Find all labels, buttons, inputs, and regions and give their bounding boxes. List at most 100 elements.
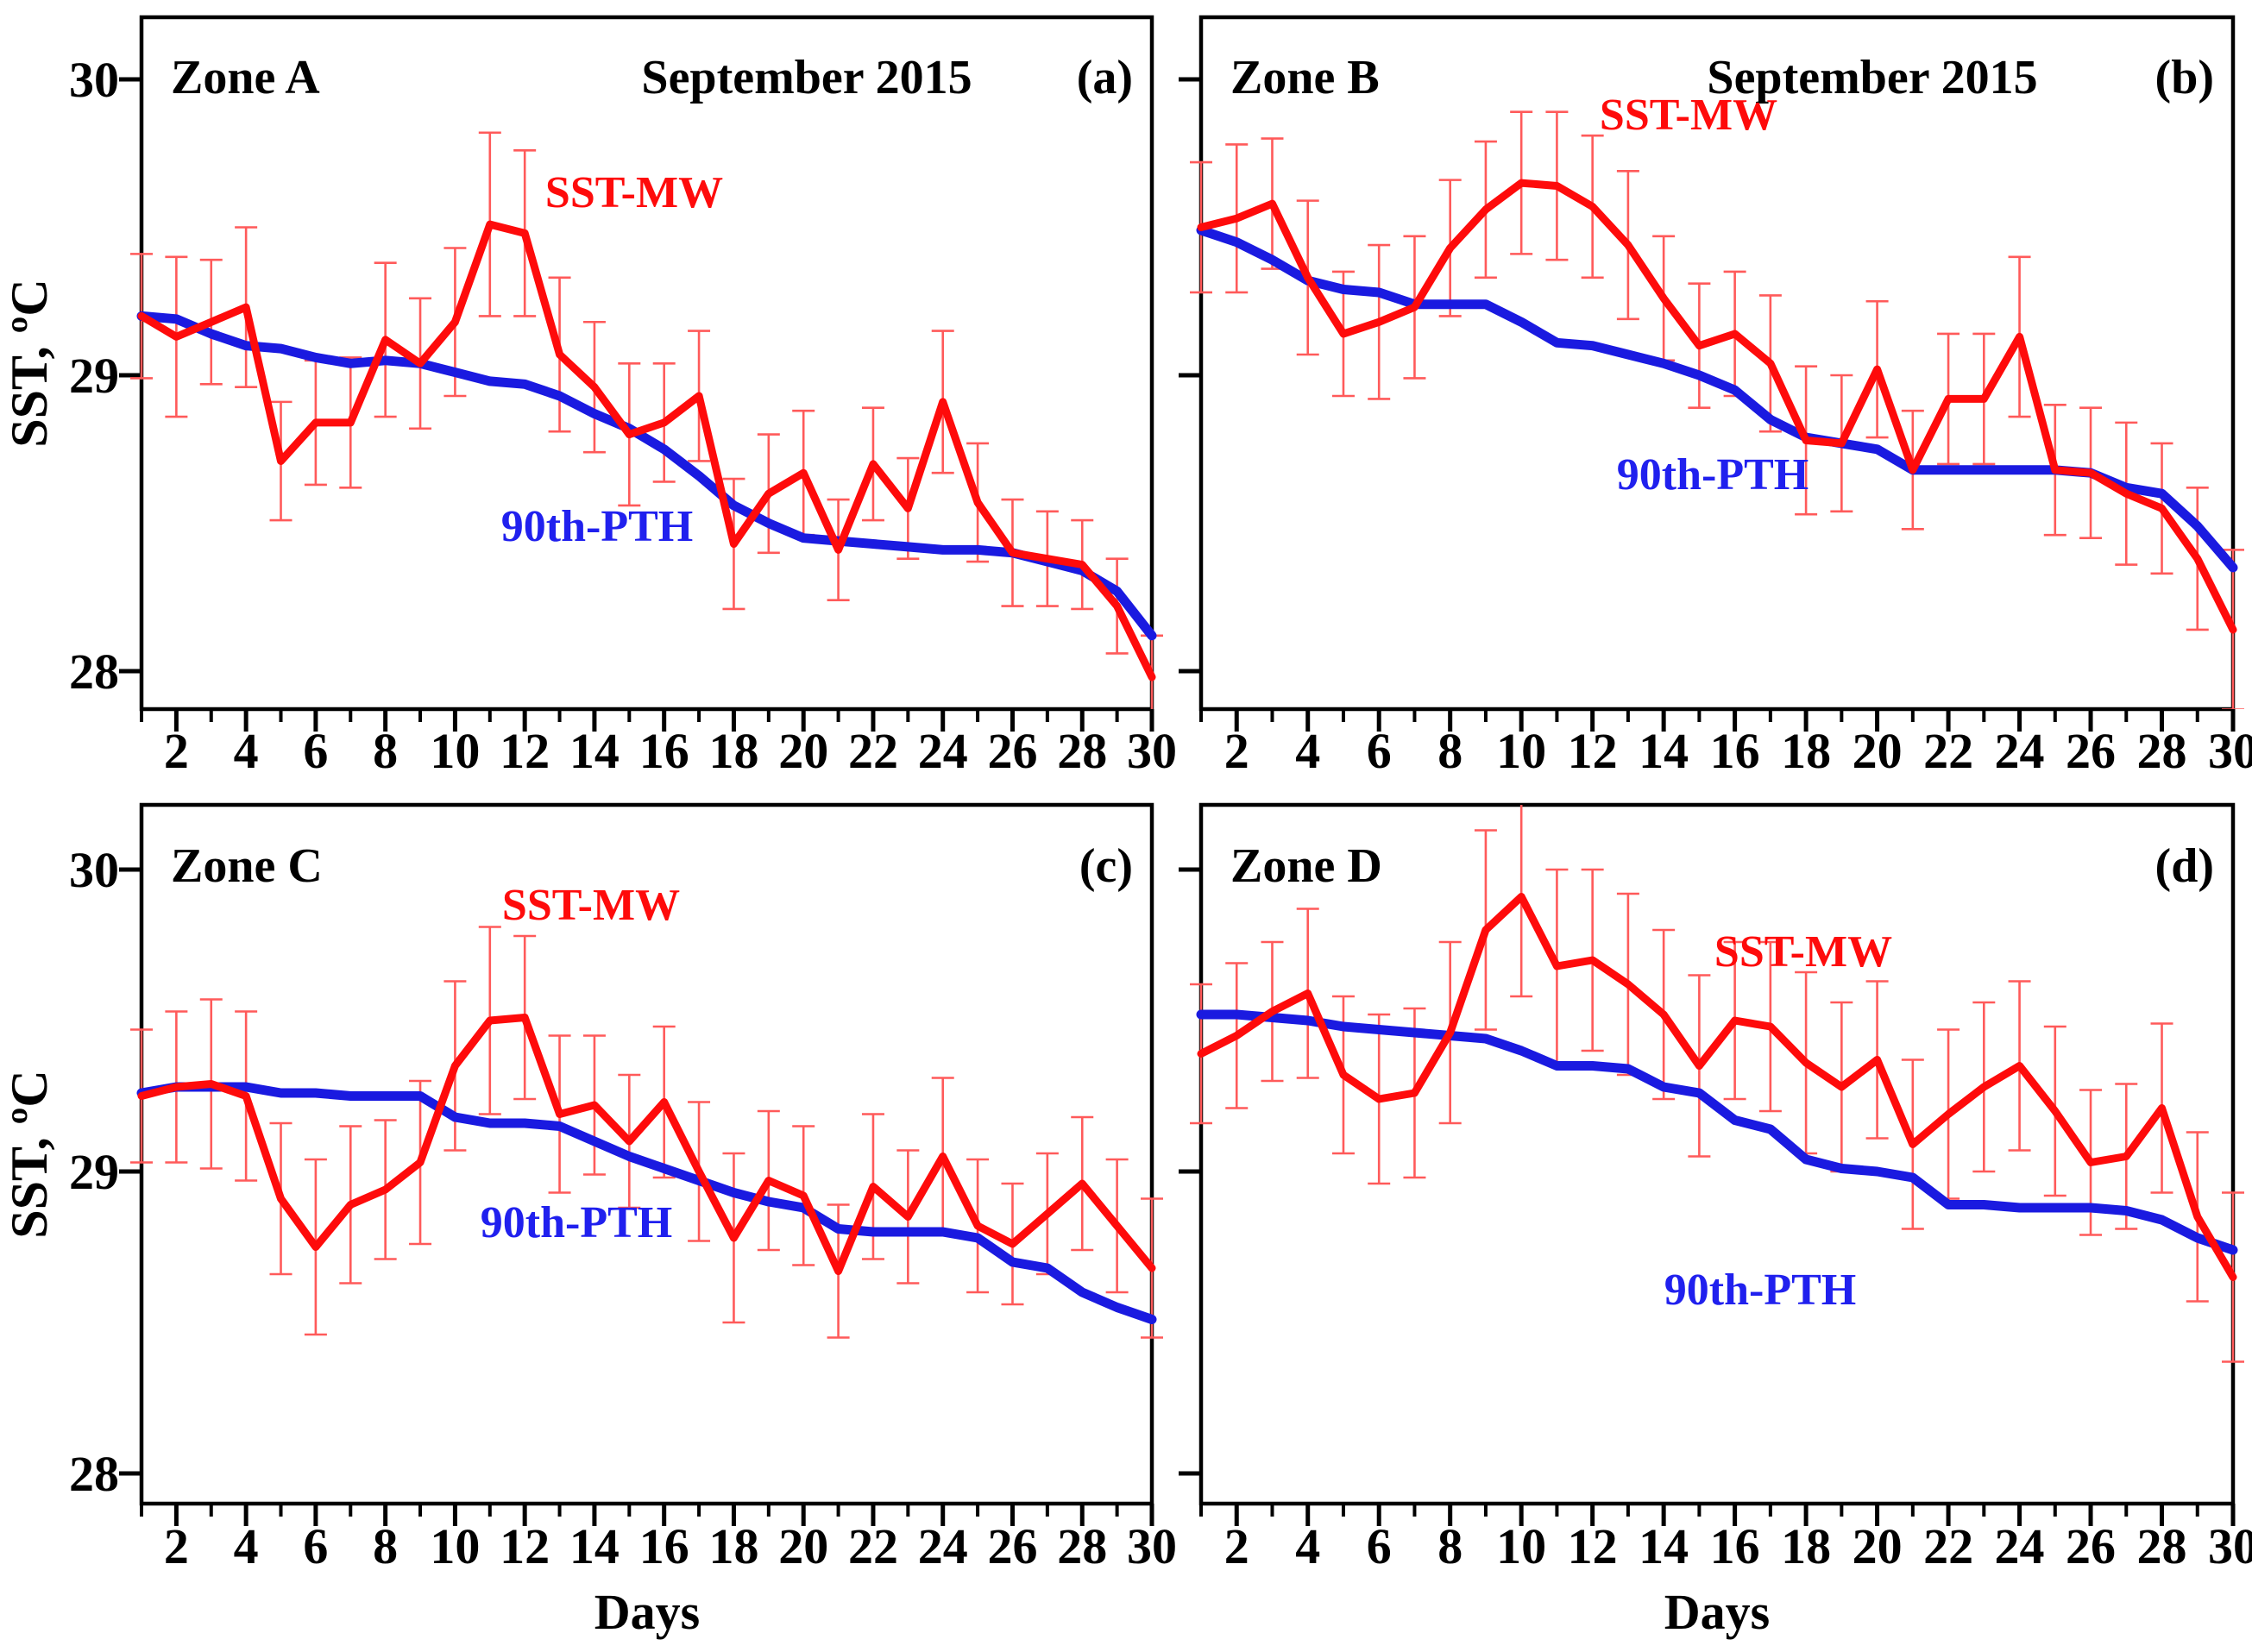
panel-tag-d: (d) (2155, 839, 2214, 893)
panel-d-sstmw-line (1197, 893, 2237, 1281)
panel-b-pth-line (1196, 225, 2238, 573)
x-tick-label: 18 (708, 723, 758, 779)
x-tick-label: 8 (373, 723, 398, 779)
panel-c-errorbars (130, 926, 1163, 1339)
series-label-sstmw-d: SST-MW (1714, 927, 1892, 977)
panel-c-sstmw-line (137, 1014, 1156, 1275)
x-tick-label: 2 (164, 723, 189, 779)
x-tick-label: 10 (1496, 723, 1546, 779)
panel-tag-c: (c) (1079, 839, 1133, 893)
x-tick-label: 16 (639, 1518, 689, 1574)
x-tick-label: 8 (373, 1518, 398, 1574)
x-tick-label: 6 (303, 723, 328, 779)
x-tick-label: 30 (1127, 1518, 1177, 1574)
panel-d-group: 2 4 6 8 10 12 14 16 18 20 22 24 26 28 30 (1179, 802, 2252, 1574)
x-tick-label: 20 (778, 723, 828, 779)
series-label-pth-a: 90th-PTH (501, 502, 693, 551)
x-tick-label: 24 (918, 1518, 968, 1574)
x-tick-label: 22 (848, 1518, 898, 1574)
x-tick-label: 6 (1367, 723, 1392, 779)
x-tick-label: 26 (2066, 723, 2116, 779)
x-tick-label: 20 (1853, 1518, 1903, 1574)
y-tick-label: 30 (69, 52, 119, 108)
x-tick-label: 2 (1224, 723, 1249, 779)
panel-d-frame (1198, 802, 2236, 1506)
x-tick-label: 14 (569, 723, 620, 779)
month-label-a: September 2015 (641, 51, 972, 104)
panel-tag-b: (b) (2155, 51, 2214, 104)
x-tick-label: 10 (430, 723, 480, 779)
x-tick-label: 16 (639, 723, 689, 779)
x-tick-label: 28 (2137, 1518, 2187, 1574)
series-label-sstmw-b: SST-MW (1600, 91, 1777, 140)
x-tick-label: 8 (1437, 1518, 1463, 1574)
x-tick-label: 18 (708, 1518, 758, 1574)
x-tick-label: 12 (1568, 1518, 1618, 1574)
x-tick-label: 18 (1781, 723, 1831, 779)
x-tick-label: 10 (430, 1518, 480, 1574)
x-tick-label: 2 (1224, 1518, 1249, 1574)
panel-a-pth-line (136, 311, 1157, 641)
zone-label-b: Zone B (1230, 51, 1380, 104)
y-axis-title-top: SST, ºC (1, 279, 58, 447)
x-tick-label: 30 (1127, 723, 1177, 779)
x-tick-label: 20 (778, 1518, 828, 1574)
x-tick-label: 8 (1437, 723, 1463, 779)
panel-tag-a: (a) (1077, 51, 1133, 104)
panel-a-frame (139, 15, 1154, 712)
x-axis-title-right: Days (1664, 1584, 1770, 1640)
x-tick-label: 20 (1853, 723, 1903, 779)
panel-b-group: 2 4 6 8 10 12 14 16 18 20 22 24 26 28 30 (1179, 15, 2252, 779)
x-tick-label: 12 (500, 723, 550, 779)
x-tick-label: 14 (1639, 1518, 1689, 1574)
series-label-sstmw-a: SST-MW (545, 168, 723, 217)
zone-label-a: Zone A (171, 51, 320, 104)
zone-label-d: Zone D (1230, 839, 1382, 893)
x-tick-label: 10 (1496, 1518, 1546, 1574)
x-tick-label: 12 (1568, 723, 1618, 779)
series-label-sstmw-c: SST-MW (502, 881, 680, 930)
series-label-pth-b: 90th-PTH (1617, 450, 1809, 499)
y-tick-label: 29 (69, 348, 119, 404)
series-label-pth-d: 90th-PTH (1664, 1266, 1856, 1315)
x-tick-label: 4 (1295, 1518, 1320, 1574)
panel-b-sstmw-line (1197, 179, 2237, 634)
x-tick-label: 16 (1710, 723, 1760, 779)
series-label-pth-c: 90th-PTH (481, 1198, 672, 1247)
x-tick-label: 4 (234, 1518, 259, 1574)
zone-label-c: Zone C (171, 839, 323, 893)
panel-b-frame (1198, 15, 2236, 712)
x-tick-label: 28 (1057, 1518, 1107, 1574)
x-tick-label: 16 (1710, 1518, 1760, 1574)
x-tick-label: 6 (1367, 1518, 1392, 1574)
x-tick-label: 14 (569, 1518, 620, 1574)
y-tick-label: 30 (69, 842, 119, 898)
month-label-b: September 2015 (1707, 51, 2037, 104)
panel-b-errorbars (1190, 110, 2244, 709)
x-tick-label: 24 (1995, 723, 2045, 779)
panel-a-sstmw-line (137, 220, 1156, 682)
x-tick-label: 26 (987, 723, 1037, 779)
x-tick-label: 28 (2137, 723, 2187, 779)
x-tick-label: 24 (918, 723, 968, 779)
panel-c-pth-line (136, 1082, 1157, 1324)
x-tick-label: 22 (848, 723, 898, 779)
y-tick-label: 28 (69, 1446, 119, 1502)
x-tick-label: 4 (234, 723, 259, 779)
x-tick-label: 26 (987, 1518, 1037, 1574)
x-tick-label: 24 (1995, 1518, 2045, 1574)
x-tick-label: 2 (164, 1518, 189, 1574)
x-tick-label: 30 (2208, 723, 2252, 779)
x-tick-label: 4 (1295, 723, 1320, 779)
y-axis-title-bottom: SST, ºC (1, 1070, 58, 1238)
x-tick-label: 28 (1057, 723, 1107, 779)
y-tick-label: 29 (69, 1144, 119, 1200)
x-tick-label: 6 (303, 1518, 328, 1574)
x-tick-label: 14 (1639, 723, 1689, 779)
panel-d-pth-line (1196, 1009, 2238, 1255)
x-axis-title-left: Days (594, 1584, 700, 1640)
